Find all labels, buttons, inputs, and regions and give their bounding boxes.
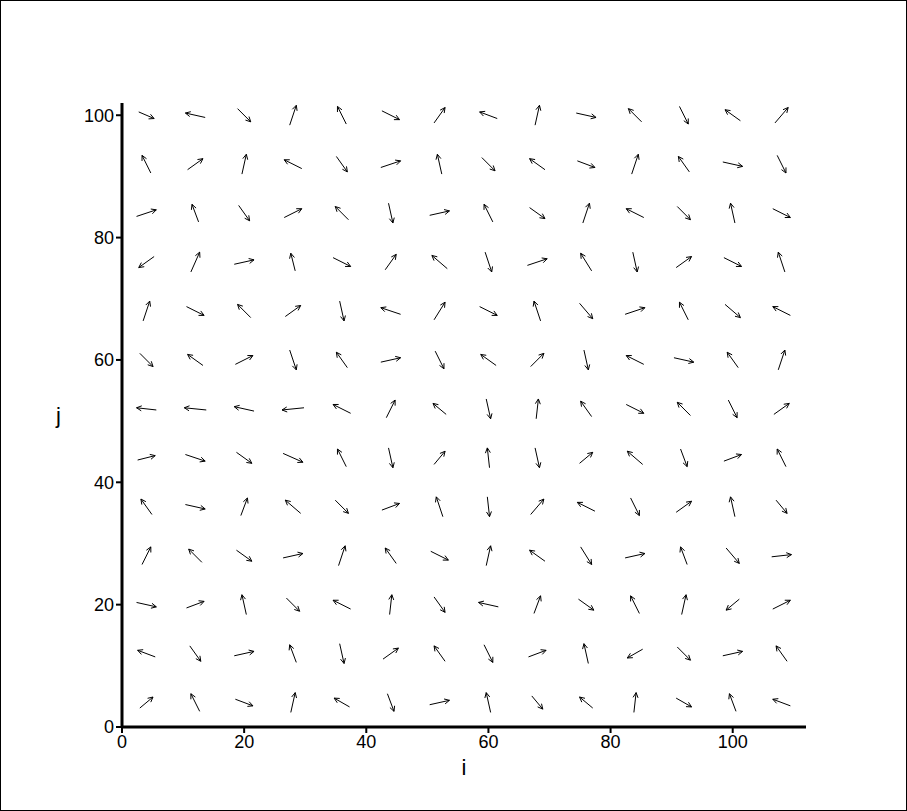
- svg-text:j: j: [55, 403, 61, 428]
- svg-text:80: 80: [601, 732, 621, 752]
- svg-text:100: 100: [84, 106, 114, 126]
- svg-text:0: 0: [104, 717, 114, 737]
- svg-text:60: 60: [94, 350, 114, 370]
- svg-text:60: 60: [478, 732, 498, 752]
- svg-text:40: 40: [94, 473, 114, 493]
- svg-text:20: 20: [94, 595, 114, 615]
- svg-text:100: 100: [718, 732, 748, 752]
- svg-text:i: i: [462, 755, 467, 780]
- svg-text:80: 80: [94, 228, 114, 248]
- svg-text:40: 40: [356, 732, 376, 752]
- svg-text:0: 0: [117, 732, 127, 752]
- svg-text:20: 20: [234, 732, 254, 752]
